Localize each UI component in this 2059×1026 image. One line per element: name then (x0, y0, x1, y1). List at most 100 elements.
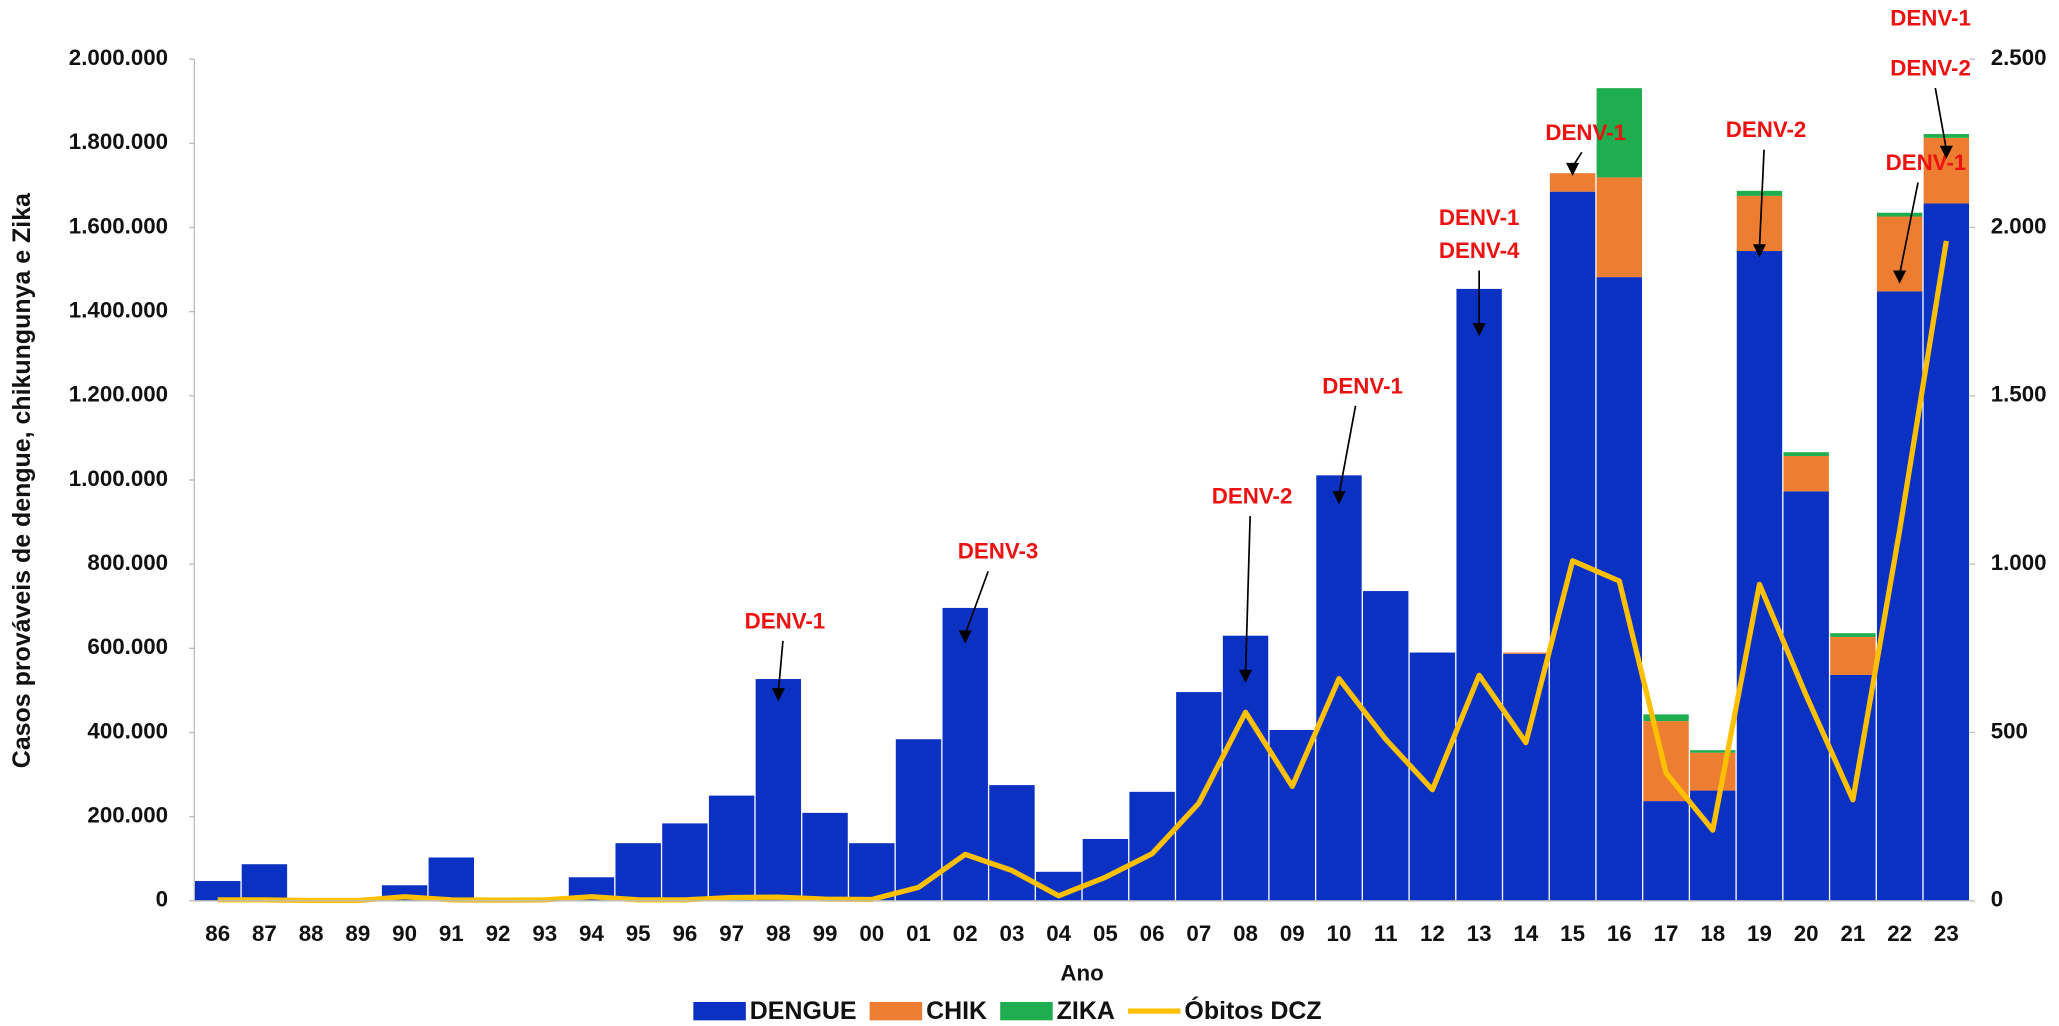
bar (1596, 88, 1643, 178)
y-tick-label: 1.400.000 (69, 298, 168, 323)
annotation-arrowhead (1939, 145, 1953, 159)
annotation-arrowhead (771, 688, 785, 702)
annotation-arrowhead (1238, 669, 1253, 683)
x-tick-label: 94 (579, 921, 604, 946)
x-tick-label: 89 (345, 921, 370, 946)
y-tick-label: 800.000 (87, 550, 168, 575)
x-tick-label: 04 (1046, 921, 1071, 946)
legend-swatch (693, 1001, 746, 1021)
legend-swatch (869, 1001, 923, 1021)
x-tick-label: 92 (486, 921, 511, 946)
x-tick-label: 06 (1140, 921, 1165, 946)
annotation-arrow (777, 640, 784, 693)
x-tick-label: 12 (1420, 921, 1445, 946)
annotation-arrowhead (1332, 491, 1346, 505)
annotation-label: DENV-1 (1545, 120, 1626, 145)
bar (195, 881, 241, 901)
bar (849, 843, 895, 901)
bar (1316, 475, 1362, 901)
bar (615, 843, 661, 901)
x-tick-label: 17 (1654, 921, 1679, 946)
x-tick-label: 11 (1374, 921, 1398, 946)
legend-label: CHIK (926, 997, 987, 1025)
annotation-label: DENV-1 (745, 608, 826, 633)
bar (1409, 652, 1456, 901)
x-tick-label: 98 (766, 921, 791, 946)
bar (1176, 692, 1222, 901)
x-tick-label: 01 (906, 921, 931, 946)
x-tick-label: 00 (859, 921, 884, 946)
x-tick-label: 87 (252, 921, 277, 946)
bar (1503, 652, 1549, 654)
x-tick-label: 88 (299, 921, 324, 946)
y-tick-label: 1.600.000 (69, 213, 168, 238)
bar (755, 679, 802, 901)
bar (1876, 212, 1923, 217)
y-tick-label: 1.200.000 (69, 382, 168, 407)
y-tick-label: 2.000.000 (69, 45, 168, 70)
bar (662, 823, 708, 901)
legend-swatch (1000, 1001, 1053, 1021)
x-tick-label: 19 (1747, 921, 1772, 946)
bar (1456, 288, 1502, 901)
bar (1129, 791, 1175, 901)
annotation-arrow (1898, 182, 1919, 275)
annotation-label: DENV-1 (1322, 373, 1403, 398)
bar (1690, 750, 1736, 753)
x-tick-label: 08 (1233, 921, 1258, 946)
bar (802, 812, 848, 901)
annotation-arrow (1338, 405, 1357, 496)
x-tick-label: 03 (1000, 921, 1025, 946)
y2-tick-label: 500 (1991, 718, 2028, 743)
bar (1736, 190, 1783, 196)
x-tick-label: 22 (1887, 921, 1912, 946)
bar (1503, 653, 1549, 901)
bar (1549, 191, 1596, 901)
x-tick-label: 21 (1840, 921, 1865, 946)
x-tick-label: 96 (672, 921, 697, 946)
bar (989, 785, 1035, 901)
y2-tick-label: 0 (1991, 887, 2003, 912)
x-tick-label: 23 (1934, 921, 1959, 946)
annotation-arrow (1758, 149, 1765, 249)
x-tick-label: 90 (392, 921, 417, 946)
x-tick-label: 97 (719, 921, 744, 946)
x-tick-label: 18 (1700, 921, 1725, 946)
annotation-label: DENV-3 (958, 539, 1039, 564)
bar (1830, 633, 1876, 637)
legend-label: ZIKA (1057, 997, 1115, 1025)
x-tick-label: 16 (1607, 921, 1632, 946)
bar (241, 864, 288, 901)
bar (1643, 801, 1689, 901)
y-tick-label: 1.000.000 (69, 466, 168, 491)
x-tick-label: 20 (1794, 921, 1819, 946)
legend-label: Óbitos DCZ (1184, 995, 1321, 1025)
y-tick-label: 200.000 (87, 803, 168, 828)
x-tick-label: 10 (1327, 921, 1352, 946)
annotation-arrowhead (1893, 270, 1907, 284)
annotation-label: DENV-1 (1886, 150, 1967, 175)
y2-tick-label: 2.500 (1991, 45, 2047, 70)
y-tick-label: 1.800.000 (69, 129, 168, 154)
x-tick-label: 95 (626, 921, 651, 946)
bar (1923, 203, 1970, 901)
bar (708, 795, 755, 901)
x-tick-label: 93 (532, 921, 557, 946)
annotation-arrowhead (958, 630, 972, 644)
x-tick-label: 09 (1280, 921, 1305, 946)
bar (1596, 177, 1643, 278)
x-tick-label: 02 (953, 921, 978, 946)
bar (1736, 251, 1783, 901)
y2-tick-label: 2.000 (1991, 213, 2047, 238)
annotation-label: DENV-1 (1439, 205, 1520, 230)
y-tick-label: 400.000 (87, 718, 168, 743)
bar (1923, 134, 1970, 138)
x-tick-label: 15 (1560, 921, 1585, 946)
annotation-label: DENV-4 (1439, 238, 1520, 263)
bar (428, 857, 475, 901)
x-tick-label: 05 (1093, 921, 1118, 946)
bar (1876, 291, 1923, 901)
annotation-label: DENV-1 (1890, 6, 1971, 31)
annotation-label: DENV-2 (1212, 484, 1293, 509)
